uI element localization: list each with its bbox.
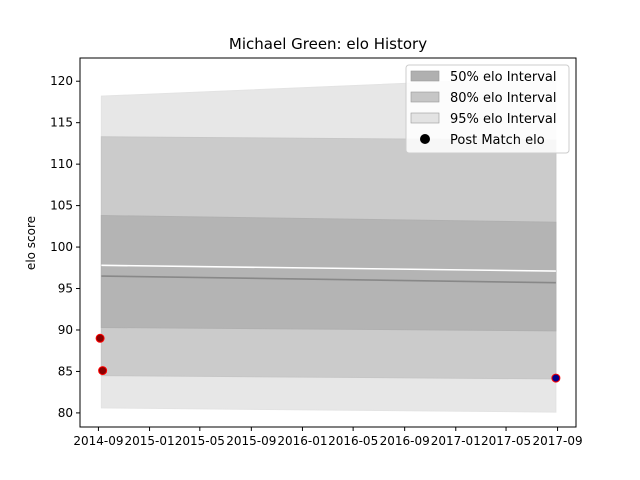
elo-line-mean (101, 275, 556, 284)
y-tick-label-4: 100 (50, 240, 73, 254)
post-match-point-1 (98, 366, 108, 376)
y-tick-label-1: 85 (58, 364, 73, 378)
y-tick-label-8: 120 (50, 74, 73, 88)
interval-band-2 (100, 215, 557, 332)
legend-label-1: 80% elo Interval (450, 91, 557, 106)
legend-box (405, 64, 570, 154)
legend-swatch-2 (410, 112, 440, 124)
y-axis: 80 85 90 95 100 105 110 115 120 (50, 74, 80, 420)
x-tick-label-7: 2017-01 (431, 434, 481, 448)
legend-marker-3 (420, 134, 430, 144)
x-axis: 2014-09 2015-01 2015-05 2015-09 2016-01 2016-… (73, 427, 583, 448)
y-tick-label-6: 110 (50, 157, 73, 171)
y-tick-label-2: 90 (58, 323, 73, 337)
legend-label-2: 95% elo Interval (450, 112, 557, 127)
chart-title: Michael Green: elo History (229, 35, 427, 53)
y-tick-label-0: 80 (58, 406, 73, 420)
legend: 50% elo Interval 80% elo Interval 95% elo … (405, 64, 570, 154)
x-tick-label-4: 2016-01 (277, 434, 327, 448)
x-tick-label-5: 2016-05 (328, 434, 378, 448)
x-tick-label-8: 2017-05 (481, 434, 531, 448)
x-tick-label-3: 2015-09 (226, 434, 276, 448)
legend-label-3: Post Match elo (450, 133, 545, 148)
plot-area (95, 76, 561, 413)
y-tick-label-5: 105 (50, 199, 73, 213)
y-tick-label-7: 115 (50, 116, 73, 130)
plot-frame (79, 57, 577, 428)
post-match-point-0 (95, 333, 105, 343)
x-tick-label-9: 2017-09 (532, 434, 582, 448)
y-axis-label: elo score (24, 216, 38, 270)
elo-line-white (101, 264, 556, 272)
post-match-point-2 (551, 373, 561, 383)
x-tick-label-1: 2015-01 (124, 434, 174, 448)
y-tick-label-3: 95 (58, 282, 73, 296)
legend-swatch-1 (410, 91, 440, 103)
legend-swatch-0 (410, 70, 440, 82)
x-tick-label-0: 2014-09 (73, 434, 123, 448)
x-tick-label-6: 2016-09 (380, 434, 430, 448)
x-tick-label-2: 2015-05 (175, 434, 225, 448)
legend-label-0: 50% elo Interval (450, 70, 557, 85)
